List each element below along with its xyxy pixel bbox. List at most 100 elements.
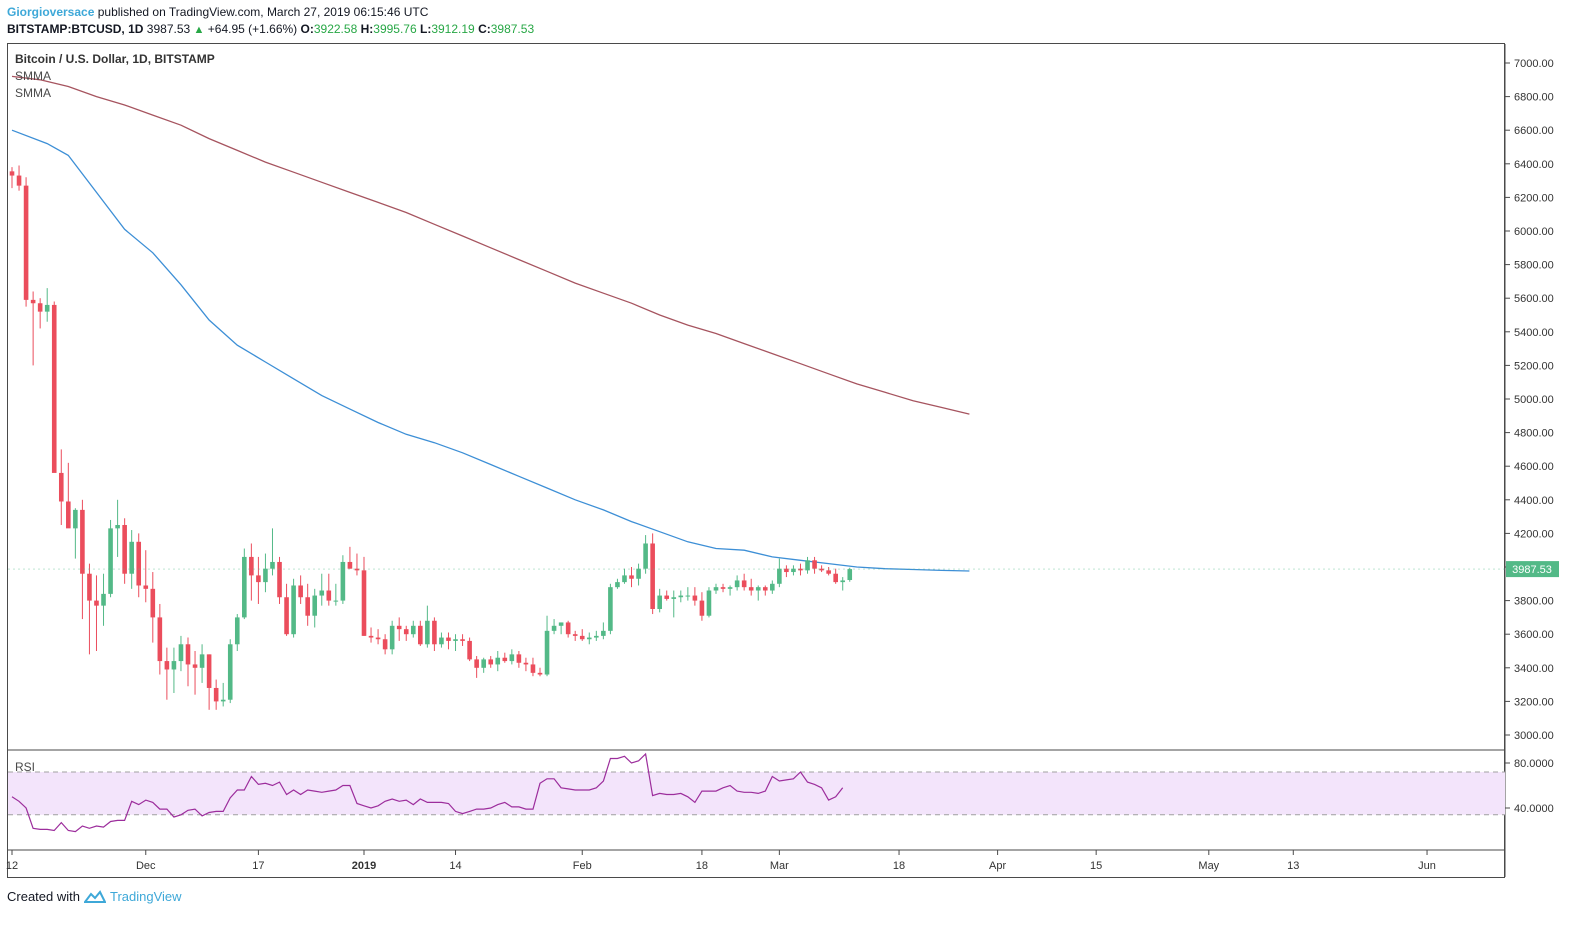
candle-body xyxy=(502,657,508,662)
price-tick-label: 3400.00 xyxy=(1514,663,1554,675)
candle-body xyxy=(227,644,233,700)
candle-body xyxy=(185,644,191,665)
candle-body xyxy=(601,630,606,636)
smma-fast-line xyxy=(11,129,970,572)
candle-body xyxy=(488,659,494,665)
candle-body xyxy=(565,622,571,635)
candle-body xyxy=(748,587,754,591)
candle-body xyxy=(481,659,486,668)
candle-body xyxy=(798,568,803,571)
price-tick-label: 6800.00 xyxy=(1514,92,1554,104)
candle-body xyxy=(136,541,142,586)
candle-body xyxy=(354,568,360,571)
candle-body xyxy=(326,590,332,601)
time-tick-label: 18 xyxy=(893,860,905,872)
candle-body xyxy=(425,620,430,645)
candle-body xyxy=(671,597,677,599)
candle-body xyxy=(206,654,212,688)
smma-slow-line xyxy=(11,75,970,415)
tradingview-brand[interactable]: TradingView xyxy=(109,889,182,904)
candle-body xyxy=(213,687,219,702)
candle-body xyxy=(805,560,810,571)
low-value: 3912.19 xyxy=(431,22,475,36)
created-with-text: Created with xyxy=(7,889,80,904)
price-tick-label: 5800.00 xyxy=(1514,260,1554,272)
price-tick-label: 3600.00 xyxy=(1514,629,1554,641)
candle-body xyxy=(784,568,789,573)
price-tick-label: 4200.00 xyxy=(1514,528,1554,540)
candle-body xyxy=(418,625,423,645)
candle-body xyxy=(220,699,226,702)
candle-body xyxy=(389,625,395,650)
candle-body xyxy=(643,543,648,569)
candle-body xyxy=(16,175,22,186)
price-tick-label: 5200.00 xyxy=(1514,360,1554,372)
candle-body xyxy=(678,595,684,598)
price-tick-label: 5000.00 xyxy=(1514,394,1554,406)
candle-body xyxy=(812,560,817,569)
candle-body xyxy=(23,185,29,300)
high-value: 3995.76 xyxy=(373,22,417,36)
time-tick-label: 12 xyxy=(6,860,18,872)
price-change: +64.95 (+1.66%) xyxy=(207,22,298,36)
candle-body xyxy=(474,659,479,668)
pane-title: Bitcoin / U.S. Dollar, 1D, BITSTAMP xyxy=(15,52,215,66)
candle-body xyxy=(249,556,254,576)
candle-body xyxy=(608,587,613,631)
candle-body xyxy=(37,303,43,312)
smma-legend-1[interactable]: SMMA xyxy=(15,69,51,83)
high-label: H: xyxy=(360,22,374,36)
price-tick-label: 3800.00 xyxy=(1514,596,1554,608)
author-name[interactable]: Giorgioversace xyxy=(7,5,95,19)
candle-body xyxy=(234,617,240,645)
candle-body xyxy=(368,635,374,638)
candle-body xyxy=(594,635,599,638)
candle-body xyxy=(361,570,367,636)
candle-body xyxy=(692,595,698,601)
candle-body xyxy=(741,580,747,588)
time-tick-label: Feb xyxy=(573,860,592,872)
candle-body xyxy=(403,629,409,635)
candle-body xyxy=(432,620,437,645)
smma-legend-2[interactable]: SMMA xyxy=(15,86,51,100)
candle-body xyxy=(685,595,691,597)
candle-body xyxy=(446,637,451,641)
price-tick-label: 6400.00 xyxy=(1514,159,1554,171)
candle-body xyxy=(755,587,761,591)
candle-body xyxy=(143,585,149,589)
candle-body xyxy=(777,568,782,584)
candle-body xyxy=(164,661,170,670)
up-arrow-icon: ▲ xyxy=(193,24,205,36)
last-price-label: 3987.53 xyxy=(1512,564,1552,576)
rsi-legend[interactable]: RSI xyxy=(15,760,36,774)
ohlc-bar: BITSTAMP:BTCUSD, 1D 3987.53 ▲ +64.95 (+1… xyxy=(7,22,534,36)
close-label: C: xyxy=(478,22,491,36)
time-tick-label: 17 xyxy=(252,860,264,872)
rsi-tick-label: 80.0000 xyxy=(1514,758,1554,770)
candle-body xyxy=(636,568,641,579)
candle-body xyxy=(615,582,620,588)
candle-body xyxy=(192,664,198,668)
price-tick-label: 3000.00 xyxy=(1514,730,1554,742)
price-tick-label: 5400.00 xyxy=(1514,327,1554,339)
footer: Created with TradingView xyxy=(7,889,182,904)
candle-body xyxy=(770,583,775,591)
candle-body xyxy=(129,541,134,574)
rsi-tick-label: 40.0000 xyxy=(1514,803,1554,815)
candle-body xyxy=(840,580,846,583)
candle-body xyxy=(558,622,564,626)
candle-body xyxy=(516,654,522,663)
open-label: O: xyxy=(300,22,314,36)
candle-body xyxy=(157,617,163,662)
candle-body xyxy=(551,625,557,631)
time-tick-label: 18 xyxy=(696,860,708,872)
candle-body xyxy=(586,637,592,640)
candle-body xyxy=(101,593,106,606)
candle-body xyxy=(544,630,550,675)
price-tick-label: 4800.00 xyxy=(1514,428,1554,440)
candle-body xyxy=(847,569,853,581)
candle-body xyxy=(108,528,113,594)
rsi-line xyxy=(11,752,844,833)
close-value: 3987.53 xyxy=(490,22,535,36)
